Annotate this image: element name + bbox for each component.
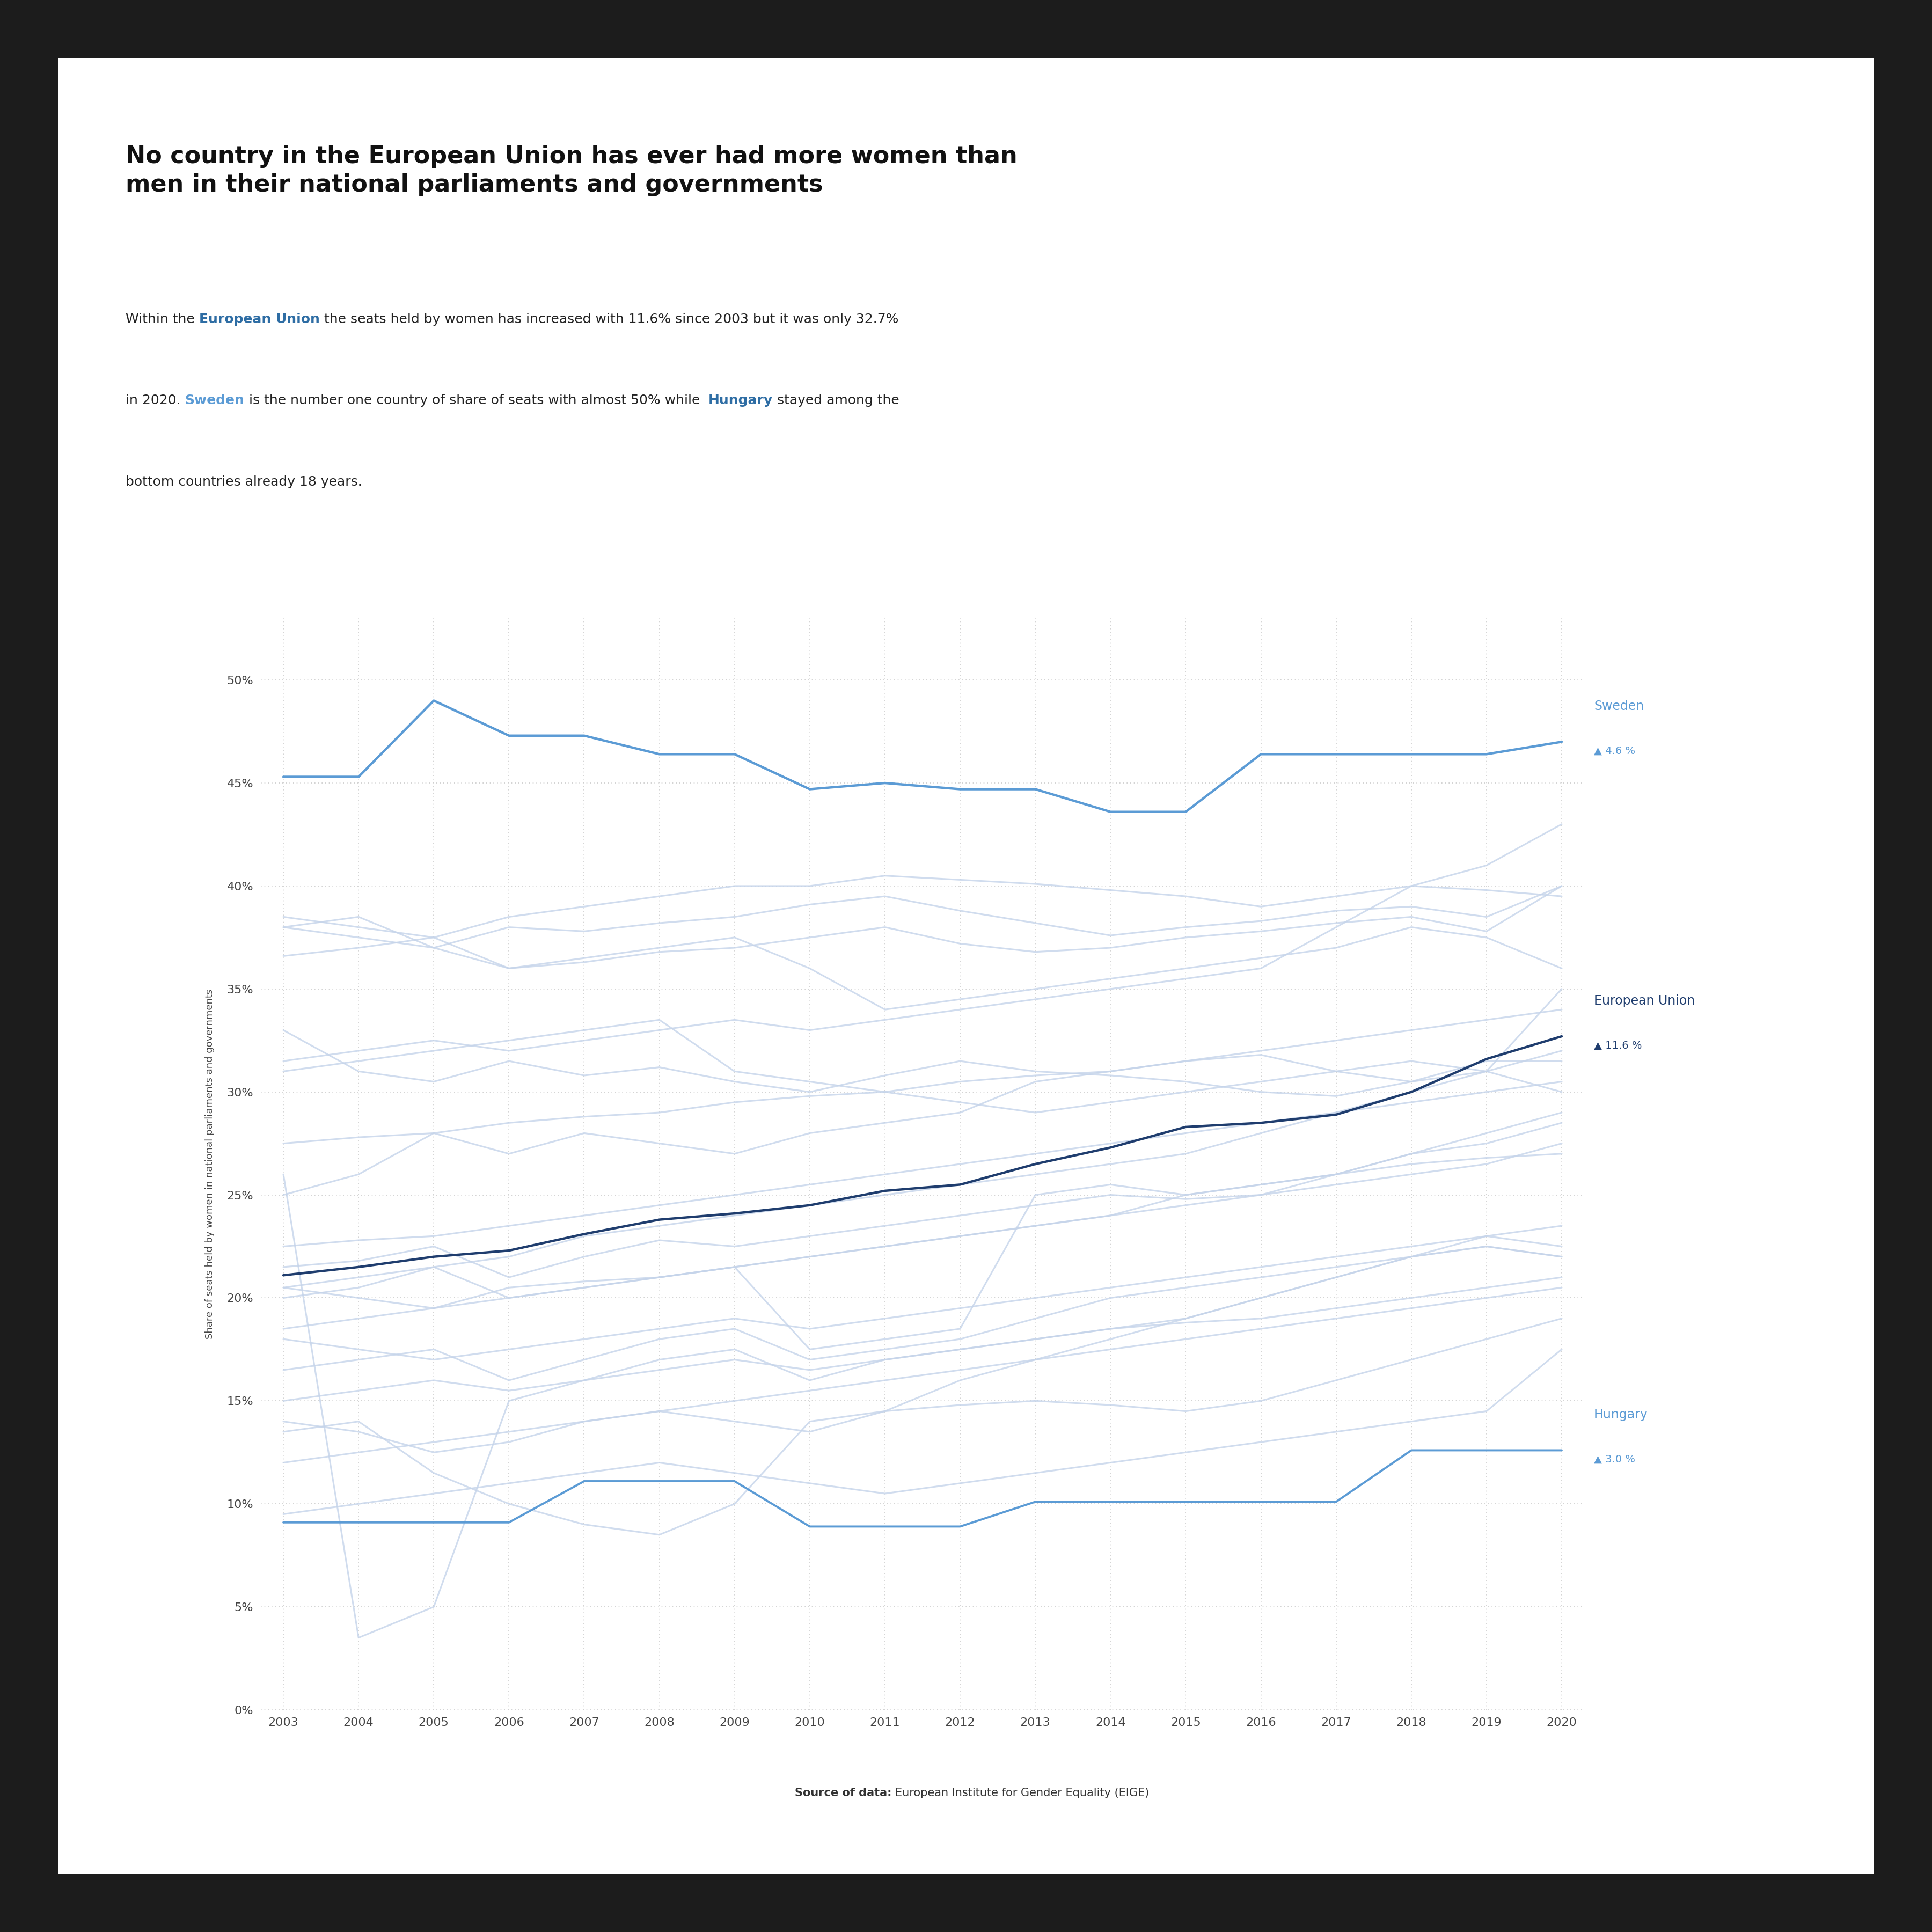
Text: European Union: European Union	[1594, 995, 1694, 1007]
Text: is the number one country of share of seats with almost 50% while: is the number one country of share of se…	[245, 394, 709, 408]
Text: in 2020.: in 2020.	[126, 394, 185, 408]
Text: Within the: Within the	[126, 313, 199, 327]
Text: the seats held by women has increased with 11.6% since 2003 but it was only 32.7: the seats held by women has increased wi…	[319, 313, 898, 327]
Text: European Institute for Gender Equality (EIGE): European Institute for Gender Equality (…	[895, 1787, 1150, 1799]
Text: European Union: European Union	[199, 313, 319, 327]
Text: Source of data:: Source of data:	[794, 1787, 895, 1799]
Text: bottom countries already 18 years.: bottom countries already 18 years.	[126, 475, 361, 489]
Y-axis label: Share of seats held by women in national parliaments and governments: Share of seats held by women in national…	[205, 989, 214, 1339]
Text: Sweden: Sweden	[1594, 699, 1644, 713]
Text: Hungary: Hungary	[709, 394, 773, 408]
Text: Hungary: Hungary	[1594, 1408, 1648, 1422]
Text: Sweden: Sweden	[185, 394, 245, 408]
Text: ▲ 3.0 %: ▲ 3.0 %	[1594, 1455, 1634, 1464]
Text: ▲ 4.6 %: ▲ 4.6 %	[1594, 746, 1634, 755]
Text: stayed among the: stayed among the	[773, 394, 898, 408]
Text: No country in the European Union has ever had more women than
men in their natio: No country in the European Union has eve…	[126, 145, 1018, 197]
Text: ▲ 11.6 %: ▲ 11.6 %	[1594, 1039, 1642, 1051]
